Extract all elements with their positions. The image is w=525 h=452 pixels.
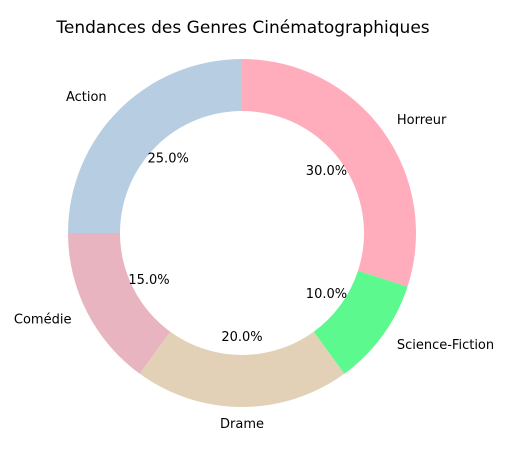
slice-drame	[139, 331, 345, 407]
slice-pct-horreur: 30.0%	[306, 164, 347, 179]
slice-label-horreur: Horreur	[397, 113, 447, 128]
slice-pct-action: 25.0%	[148, 152, 189, 167]
slice-action	[68, 59, 242, 233]
slice-science-fiction	[313, 270, 408, 374]
slice-label-comedie: Comédie	[14, 312, 72, 327]
slice-pct-comedie: 15.0%	[128, 273, 169, 288]
slice-pct-science-fiction: 10.0%	[306, 287, 347, 302]
slice-label-science-fiction: Science-Fiction	[397, 338, 494, 353]
slice-comedie	[68, 233, 171, 374]
labels-group: Horreur 30.0% Science-Fiction 10.0% Drame 20.…	[14, 90, 494, 432]
chart-title: Tendances des Genres Cinématographiques	[55, 18, 429, 38]
slice-label-action: Action	[66, 90, 107, 105]
slice-horreur	[242, 59, 416, 287]
slices-group	[68, 59, 416, 407]
slice-label-drame: Drame	[220, 417, 264, 432]
slice-pct-drame: 20.0%	[221, 330, 262, 345]
